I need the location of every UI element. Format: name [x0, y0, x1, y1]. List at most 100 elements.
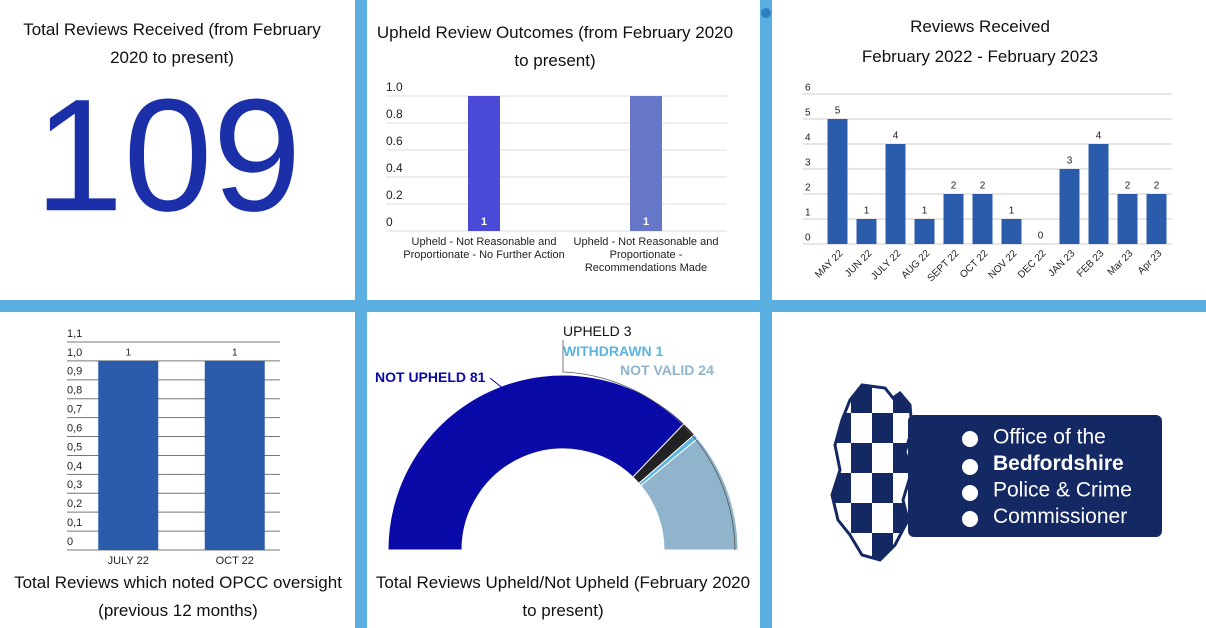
- chart-title: Total Reviews Upheld/Not Upheld (Februar…: [375, 573, 751, 620]
- data-label: 3: [1067, 156, 1073, 167]
- y-tick-label: 0,9: [67, 366, 82, 378]
- divider: [0, 300, 1206, 312]
- x-tick-label: DEC 22: [1016, 248, 1049, 281]
- y-tick-label: 2: [805, 183, 811, 194]
- y-tick-label: 1,1: [67, 328, 82, 340]
- segment-name: UPHELD: [563, 323, 620, 339]
- x-tick-label: Upheld - Not Reasonable and Proportionat…: [573, 236, 719, 274]
- donut-segment: [387, 374, 685, 551]
- bar: [943, 194, 964, 244]
- y-tick-label: 0: [67, 536, 73, 548]
- data-label: 4: [893, 131, 899, 142]
- segment-name: WITHDRAWN: [563, 343, 652, 359]
- shell-icon: [962, 459, 978, 475]
- x-tick-label: JULY 22: [108, 555, 149, 567]
- data-label: 1: [922, 206, 928, 217]
- chart-title: Total Reviews which noted OPCC oversight…: [14, 573, 342, 620]
- data-label: 4: [1096, 131, 1102, 142]
- segment-value: 1: [656, 343, 664, 359]
- data-label: 2: [1154, 181, 1160, 192]
- segment-value: 24: [698, 362, 714, 378]
- y-tick-label: 0.6: [386, 134, 403, 148]
- y-tick-label: 0,2: [67, 498, 82, 510]
- data-label: 1: [125, 348, 131, 359]
- map-square: [893, 533, 912, 560]
- logo-text: Office of the: [993, 426, 1106, 449]
- chart-title: Upheld Review Outcomes (from February 20…: [376, 23, 734, 70]
- bar: [914, 219, 935, 244]
- x-tick-label: FEB 23: [1075, 248, 1107, 280]
- y-tick-label: 0.2: [386, 188, 403, 202]
- data-label: 5: [835, 106, 841, 117]
- map-square: [851, 443, 872, 473]
- y-tick-label: 0,5: [67, 441, 82, 453]
- divider: [355, 0, 367, 628]
- shell-icon: [962, 431, 978, 447]
- segment-value: 3: [624, 323, 632, 339]
- y-tick-label: 6: [805, 83, 811, 94]
- segment-label: NOT VALID 24: [620, 362, 714, 378]
- segment-label: NOT UPHELD 81: [375, 369, 486, 385]
- data-label: 0: [1038, 231, 1044, 242]
- logo-text: Bedfordshire: [993, 452, 1124, 475]
- y-tick-label: 4: [805, 133, 811, 144]
- kpi-value: 109: [35, 65, 302, 244]
- y-tick-label: 5: [805, 108, 811, 119]
- y-tick-label: 0.4: [386, 161, 403, 175]
- map-square: [851, 533, 872, 560]
- logo-text: Police & Crime: [993, 479, 1132, 502]
- y-tick-label: 0,7: [67, 404, 82, 416]
- x-tick-label: SEPT 22: [926, 248, 962, 284]
- map-square: [893, 413, 912, 443]
- shell-icon: [962, 511, 978, 527]
- y-tick-label: 0: [805, 233, 811, 244]
- map-square: [872, 473, 893, 503]
- bar: [1001, 219, 1022, 244]
- bar: [630, 96, 662, 231]
- data-label: 2: [951, 181, 957, 192]
- y-tick-label: 0.8: [386, 107, 403, 121]
- x-tick-label: NOV 22: [987, 248, 1020, 281]
- map-square: [851, 503, 872, 533]
- map-square: [872, 413, 893, 443]
- x-tick-label: Upheld - Not Reasonable and Proportionat…: [403, 236, 565, 261]
- bar: [885, 144, 906, 244]
- segment-value: 81: [470, 369, 486, 385]
- handle: [761, 8, 771, 18]
- chart-subtitle: February 2022 - February 2023: [861, 47, 1099, 66]
- y-tick-label: 0,6: [67, 422, 82, 434]
- bar: [856, 219, 877, 244]
- y-tick-label: 3: [805, 158, 811, 169]
- data-label: 1: [643, 216, 649, 228]
- logo-text: Commissioner: [993, 505, 1127, 528]
- data-label: 1: [232, 348, 238, 359]
- y-tick-label: 0,4: [67, 460, 82, 472]
- bar: [1059, 169, 1080, 244]
- map-square: [832, 503, 851, 533]
- segment-label: UPHELD 3: [563, 323, 632, 339]
- data-label: 1: [864, 206, 870, 217]
- bar: [1117, 194, 1138, 244]
- bar: [1146, 194, 1167, 244]
- x-tick-label: JAN 23: [1047, 248, 1078, 279]
- data-label: 2: [1125, 181, 1131, 192]
- map-square: [872, 503, 893, 533]
- y-tick-label: 0: [386, 215, 393, 229]
- map-square: [851, 413, 872, 443]
- map-square: [832, 533, 851, 560]
- map-square: [872, 443, 893, 473]
- y-tick-label: 0,3: [67, 479, 82, 491]
- segment-label: WITHDRAWN 1: [563, 343, 664, 359]
- map-square: [851, 473, 872, 503]
- leader: [562, 340, 736, 551]
- bar: [468, 96, 500, 231]
- data-label: 1: [481, 216, 487, 228]
- y-tick-label: 1,0: [67, 347, 82, 359]
- x-tick-label: OCT 22: [958, 248, 991, 281]
- map-outline: [830, 383, 914, 562]
- x-tick-label: Mar 23: [1106, 248, 1136, 278]
- y-tick-label: 1: [805, 208, 811, 219]
- data-label: 2: [980, 181, 986, 192]
